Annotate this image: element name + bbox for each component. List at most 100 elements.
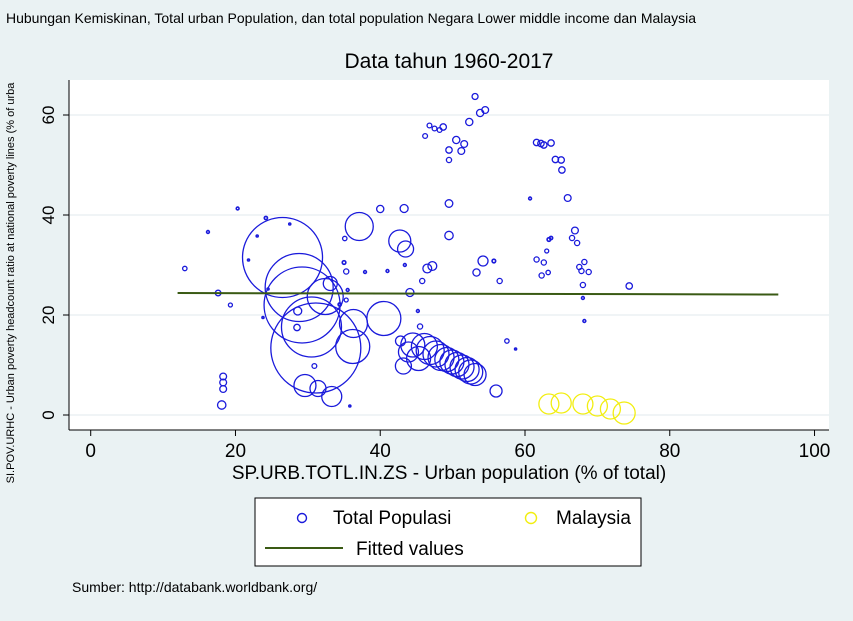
point-total-populasi <box>344 211 374 242</box>
y-axis-label: SI.POV.URHC - Urban poverty headcount ra… <box>5 82 17 484</box>
point-total-populasi <box>431 125 438 132</box>
legend-label-fitted-values: Fitted values <box>356 539 464 560</box>
point-total-populasi <box>445 146 453 154</box>
point-total-populasi <box>264 252 334 323</box>
point-total-populasi <box>348 404 352 408</box>
point-total-populasi <box>444 199 454 208</box>
point-total-populasi <box>205 229 211 235</box>
point-total-populasi <box>181 265 188 272</box>
point-total-populasi <box>426 122 433 129</box>
point-malaysia <box>586 395 609 417</box>
source-note: Sumber: http://databank.worldbank.org/ <box>72 579 317 595</box>
point-total-populasi <box>263 215 269 221</box>
x-tick-label: 80 <box>659 441 680 462</box>
point-total-populasi <box>527 196 533 201</box>
point-total-populasi <box>255 234 259 238</box>
point-total-populasi <box>341 235 348 242</box>
x-tick-label: 40 <box>370 441 391 462</box>
point-total-populasi <box>563 193 572 203</box>
point-total-populasi <box>293 373 317 398</box>
point-total-populasi <box>558 166 566 174</box>
point-total-populasi <box>481 105 490 115</box>
point-total-populasi <box>342 268 350 275</box>
point-total-populasi <box>388 229 412 253</box>
point-total-populasi <box>321 385 343 408</box>
point-total-populasi <box>402 262 408 268</box>
point-total-populasi <box>532 138 541 147</box>
x-tick-label: 20 <box>225 441 246 462</box>
point-total-populasi <box>416 323 424 330</box>
point-total-populasi <box>219 384 228 394</box>
point-total-populasi <box>287 222 292 226</box>
point-total-populasi <box>513 347 518 351</box>
point-total-populasi <box>397 341 420 363</box>
point-total-populasi <box>216 400 227 410</box>
legend-marker-total-populasi <box>296 512 308 524</box>
point-total-populasi <box>540 259 548 266</box>
point-total-populasi <box>444 230 454 241</box>
plot-area <box>69 80 829 430</box>
legend: Total Populasi Malaysia Fitted values <box>254 497 642 567</box>
point-total-populasi <box>457 146 466 156</box>
point-total-populasi <box>385 268 390 274</box>
point-total-populasi <box>337 302 343 307</box>
point-total-populasi <box>578 267 585 275</box>
chart-title: Data tahun 1960-2017 <box>344 50 553 73</box>
point-total-populasi <box>427 260 438 272</box>
point-total-populasi <box>400 332 426 358</box>
point-total-populasi <box>270 302 362 394</box>
point-total-populasi <box>366 300 402 337</box>
point-total-populasi <box>471 92 479 101</box>
point-malaysia <box>572 393 594 415</box>
point-total-populasi <box>422 263 433 274</box>
point-total-populasi <box>545 269 552 276</box>
x-tick-label: 60 <box>514 441 535 462</box>
x-axis-label: SP.URB.TOTL.IN.ZS - Urban population (% … <box>232 463 666 484</box>
point-total-populasi <box>538 272 545 279</box>
point-total-populasi <box>582 318 587 324</box>
point-total-populasi <box>477 255 489 267</box>
y-tick-label: 0 <box>39 410 58 419</box>
point-total-populasi <box>219 372 228 381</box>
point-total-populasi <box>533 256 540 263</box>
x-tick-label: 100 <box>799 441 831 462</box>
point-total-populasi <box>570 226 579 235</box>
point-total-populasi <box>581 258 588 266</box>
point-total-populasi <box>394 357 413 375</box>
axes <box>68 80 829 431</box>
point-total-populasi <box>293 323 301 332</box>
figure-header: Hubungan Kemiskinan, Total urban Populat… <box>6 10 696 26</box>
point-total-populasi <box>343 297 349 303</box>
point-total-populasi <box>496 277 503 285</box>
point-total-populasi <box>547 139 555 147</box>
point-total-populasi <box>418 277 426 285</box>
point-total-populasi <box>335 328 371 365</box>
legend-box <box>254 497 642 567</box>
point-total-populasi <box>548 235 554 241</box>
y-tick-label: 20 <box>39 306 58 325</box>
point-total-populasi <box>489 384 503 398</box>
legend-marker-malaysia <box>524 511 538 525</box>
point-total-populasi <box>345 287 350 293</box>
point-total-populasi <box>539 141 548 149</box>
point-total-populasi <box>322 275 338 292</box>
point-total-populasi <box>472 268 481 277</box>
legend-label-total-populasi: Total Populasi <box>333 508 451 529</box>
point-total-populasi <box>449 354 475 380</box>
y-tick-label: 60 <box>39 106 58 125</box>
point-total-populasi <box>625 282 634 290</box>
point-total-populasi <box>463 362 487 387</box>
point-total-populasi <box>422 132 429 140</box>
point-total-populasi <box>261 315 265 320</box>
data-marks <box>177 92 779 425</box>
point-total-populasi <box>557 156 566 164</box>
point-malaysia <box>612 401 636 425</box>
point-total-populasi <box>235 206 240 211</box>
point-total-populasi <box>405 287 415 298</box>
point-total-populasi <box>585 268 592 276</box>
point-total-populasi <box>396 240 415 258</box>
point-total-populasi <box>504 338 510 344</box>
point-total-populasi <box>580 295 586 301</box>
point-total-populasi <box>241 216 324 299</box>
